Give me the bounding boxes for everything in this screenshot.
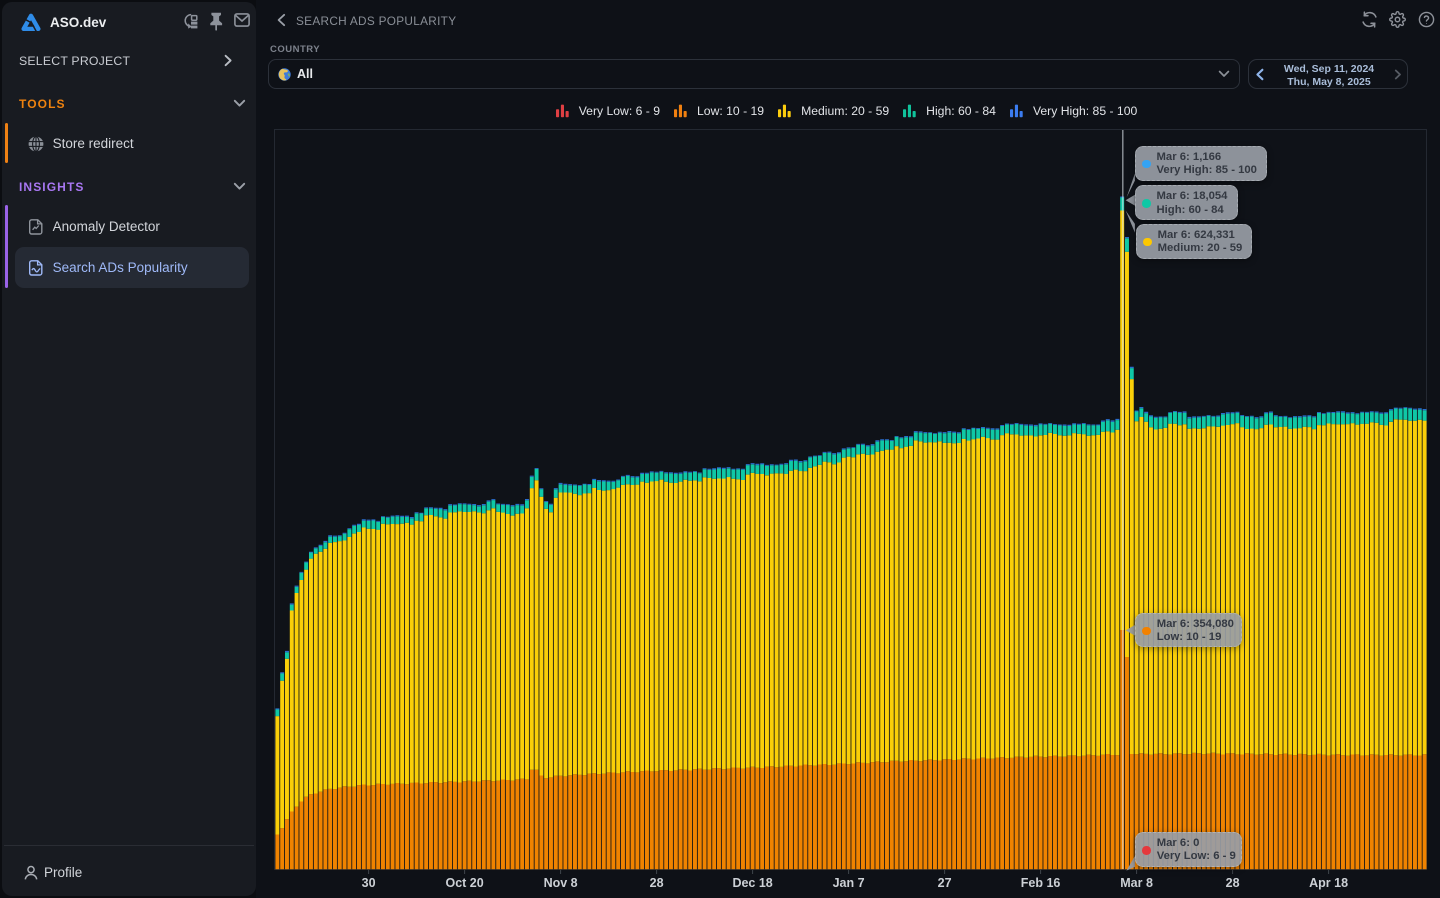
svg-text:Feb 16: Feb 16	[1021, 876, 1061, 890]
svg-text:Apr 18: Apr 18	[1309, 876, 1348, 890]
svg-text:Dec 18: Dec 18	[732, 876, 772, 890]
svg-text:28: 28	[1226, 876, 1240, 890]
svg-text:Jan 7: Jan 7	[833, 876, 865, 890]
svg-text:Nov 8: Nov 8	[544, 876, 578, 890]
svg-text:27: 27	[938, 876, 952, 890]
svg-text:Oct 20: Oct 20	[445, 876, 483, 890]
svg-text:28: 28	[650, 876, 664, 890]
svg-text:30: 30	[362, 876, 376, 890]
svg-text:Mar 8: Mar 8	[1120, 876, 1153, 890]
